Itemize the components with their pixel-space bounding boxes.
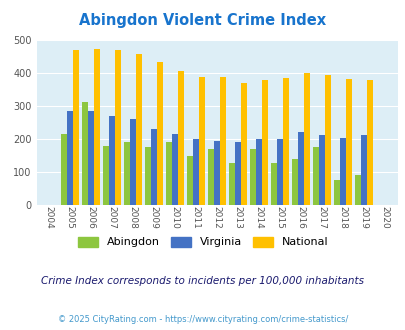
Bar: [67, 111, 73, 205]
Bar: [292, 159, 298, 205]
Bar: [241, 83, 246, 205]
Bar: [88, 111, 94, 205]
Bar: [256, 139, 262, 205]
Bar: [234, 142, 241, 205]
Bar: [198, 77, 205, 205]
Bar: [220, 77, 226, 205]
Bar: [339, 138, 345, 205]
Bar: [366, 80, 372, 205]
Bar: [354, 175, 360, 205]
Bar: [94, 49, 100, 205]
Bar: [345, 79, 351, 205]
Bar: [208, 148, 214, 205]
Bar: [61, 134, 67, 205]
Bar: [178, 71, 183, 205]
Bar: [130, 119, 136, 205]
Bar: [360, 135, 366, 205]
Bar: [214, 141, 220, 205]
Bar: [172, 134, 178, 205]
Bar: [82, 102, 88, 205]
Bar: [303, 73, 309, 205]
Bar: [145, 147, 151, 205]
Bar: [318, 135, 324, 205]
Text: Crime Index corresponds to incidents per 100,000 inhabitants: Crime Index corresponds to incidents per…: [41, 276, 364, 285]
Bar: [271, 163, 277, 205]
Text: Abingdon Violent Crime Index: Abingdon Violent Crime Index: [79, 13, 326, 28]
Bar: [103, 146, 109, 205]
Bar: [136, 54, 142, 205]
Bar: [157, 62, 162, 205]
Bar: [193, 139, 198, 205]
Bar: [277, 139, 282, 205]
Bar: [73, 50, 79, 205]
Bar: [229, 163, 235, 205]
Legend: Abingdon, Virginia, National: Abingdon, Virginia, National: [73, 232, 332, 252]
Bar: [298, 132, 303, 205]
Bar: [250, 148, 256, 205]
Bar: [324, 75, 330, 205]
Bar: [124, 142, 130, 205]
Bar: [166, 142, 172, 205]
Bar: [115, 50, 121, 205]
Bar: [282, 78, 288, 205]
Text: © 2025 CityRating.com - https://www.cityrating.com/crime-statistics/: © 2025 CityRating.com - https://www.city…: [58, 315, 347, 324]
Bar: [262, 80, 267, 205]
Bar: [334, 180, 339, 205]
Bar: [151, 129, 157, 205]
Bar: [187, 156, 193, 205]
Bar: [313, 147, 318, 205]
Bar: [109, 115, 115, 205]
